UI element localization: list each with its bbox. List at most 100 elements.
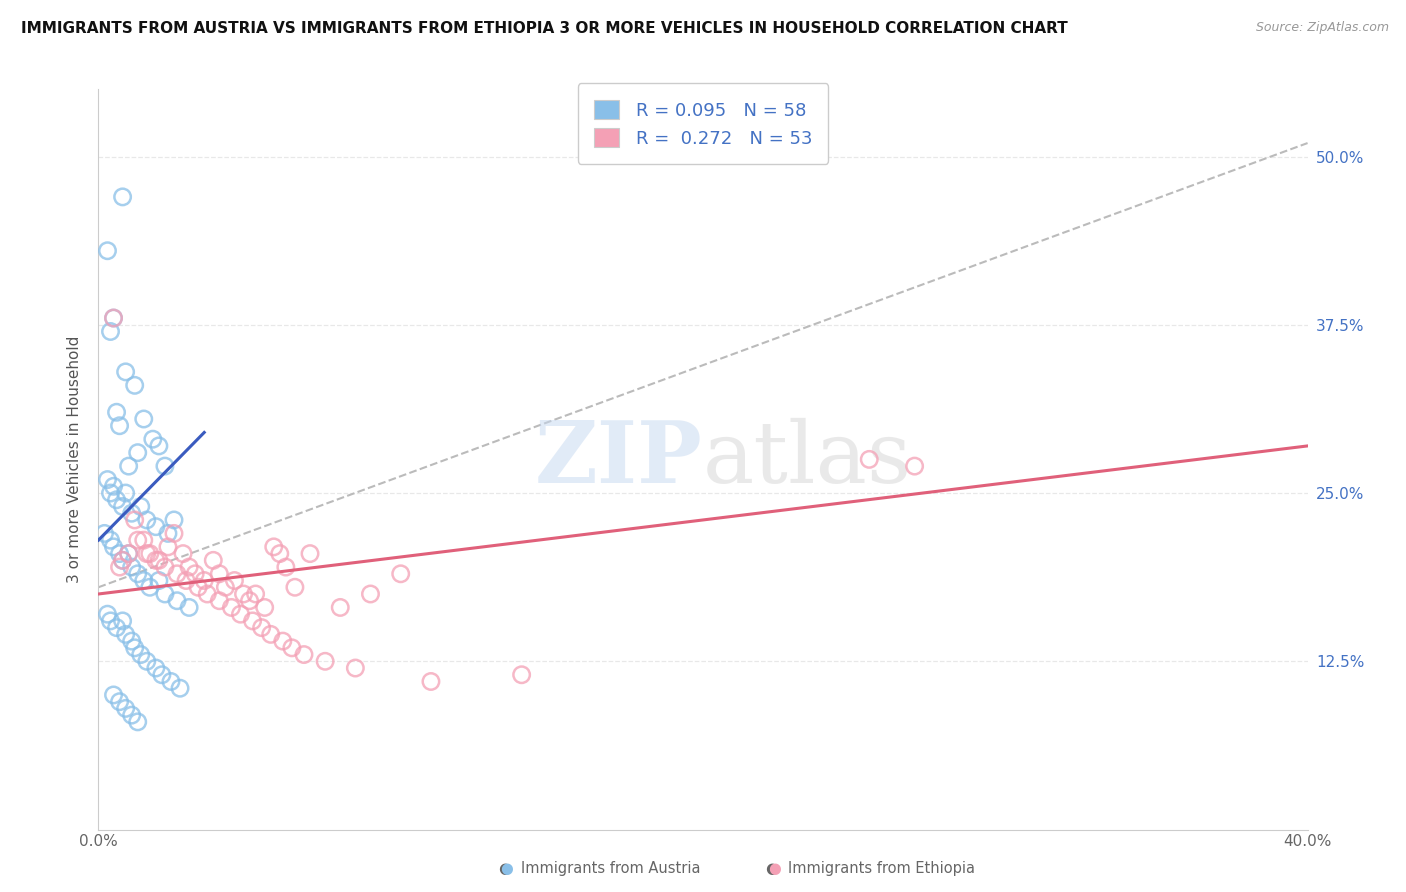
- Point: [145, 519, 167, 533]
- Point: [111, 500, 134, 514]
- Point: [103, 311, 125, 326]
- Point: [208, 593, 231, 607]
- Point: [172, 547, 194, 561]
- Point: [269, 547, 291, 561]
- Text: ZIP: ZIP: [536, 417, 703, 501]
- Point: [108, 418, 131, 433]
- Point: [314, 654, 336, 668]
- Point: [221, 600, 243, 615]
- Point: [142, 432, 165, 446]
- Point: [124, 513, 146, 527]
- Point: [510, 667, 533, 681]
- Point: [105, 621, 128, 635]
- Point: [271, 634, 294, 648]
- Point: [114, 486, 136, 500]
- Point: [253, 600, 276, 615]
- Point: [329, 600, 352, 615]
- Point: [179, 560, 201, 574]
- Point: [93, 526, 115, 541]
- Point: [274, 560, 297, 574]
- Point: [129, 500, 152, 514]
- Point: [114, 627, 136, 641]
- Point: [135, 513, 157, 527]
- Point: [132, 533, 155, 548]
- Point: [114, 701, 136, 715]
- Point: [118, 547, 141, 561]
- Text: ●: ●: [501, 861, 513, 876]
- Point: [214, 580, 236, 594]
- Y-axis label: 3 or more Vehicles in Household: 3 or more Vehicles in Household: [67, 335, 83, 583]
- Point: [135, 654, 157, 668]
- Point: [153, 459, 176, 474]
- Point: [103, 311, 125, 326]
- Point: [111, 553, 134, 567]
- Point: [260, 627, 283, 641]
- Point: [100, 614, 122, 628]
- Point: [148, 574, 170, 588]
- Point: [139, 580, 162, 594]
- Point: [245, 587, 267, 601]
- Point: [124, 640, 146, 655]
- Point: [153, 587, 176, 601]
- Point: [145, 661, 167, 675]
- Point: [129, 648, 152, 662]
- Point: [187, 580, 209, 594]
- Point: [103, 540, 125, 554]
- Point: [239, 593, 262, 607]
- Point: [156, 526, 179, 541]
- Point: [121, 634, 143, 648]
- Point: [127, 566, 149, 581]
- Point: [132, 412, 155, 426]
- Point: [135, 547, 157, 561]
- Point: [121, 708, 143, 723]
- Point: [242, 614, 264, 628]
- Point: [96, 473, 118, 487]
- Point: [232, 587, 254, 601]
- Point: [904, 459, 927, 474]
- Point: [389, 566, 412, 581]
- Point: [108, 560, 131, 574]
- Text: Source: ZipAtlas.com: Source: ZipAtlas.com: [1256, 21, 1389, 34]
- Point: [229, 607, 252, 622]
- Point: [163, 526, 186, 541]
- Point: [153, 560, 176, 574]
- Text: atlas: atlas: [703, 417, 912, 501]
- Point: [208, 566, 231, 581]
- Text: IMMIGRANTS FROM AUSTRIA VS IMMIGRANTS FROM ETHIOPIA 3 OR MORE VEHICLES IN HOUSEH: IMMIGRANTS FROM AUSTRIA VS IMMIGRANTS FR…: [21, 21, 1067, 36]
- Point: [96, 244, 118, 258]
- Point: [263, 540, 285, 554]
- Point: [118, 459, 141, 474]
- Point: [166, 566, 188, 581]
- Point: [148, 553, 170, 567]
- Point: [105, 492, 128, 507]
- Point: [132, 574, 155, 588]
- Point: [163, 513, 186, 527]
- Point: [344, 661, 367, 675]
- Point: [202, 553, 225, 567]
- Point: [96, 607, 118, 622]
- Point: [111, 553, 134, 567]
- Point: [111, 190, 134, 204]
- Point: [292, 648, 315, 662]
- Legend: R = 0.095   N = 58, R =  0.272   N = 53: R = 0.095 N = 58, R = 0.272 N = 53: [578, 84, 828, 164]
- Point: [127, 445, 149, 459]
- Point: [103, 688, 125, 702]
- Point: [858, 452, 880, 467]
- Point: [184, 566, 207, 581]
- Text: ●  Immigrants from Ethiopia: ● Immigrants from Ethiopia: [766, 861, 976, 876]
- Point: [195, 587, 218, 601]
- Point: [145, 553, 167, 567]
- Point: [100, 533, 122, 548]
- Point: [360, 587, 382, 601]
- Point: [121, 560, 143, 574]
- Point: [284, 580, 307, 594]
- Point: [250, 621, 273, 635]
- Point: [281, 640, 304, 655]
- Text: ●  Immigrants from Austria: ● Immigrants from Austria: [499, 861, 700, 876]
- Point: [108, 695, 131, 709]
- Point: [124, 378, 146, 392]
- Point: [160, 674, 183, 689]
- Point: [174, 574, 197, 588]
- Point: [100, 486, 122, 500]
- Point: [179, 600, 201, 615]
